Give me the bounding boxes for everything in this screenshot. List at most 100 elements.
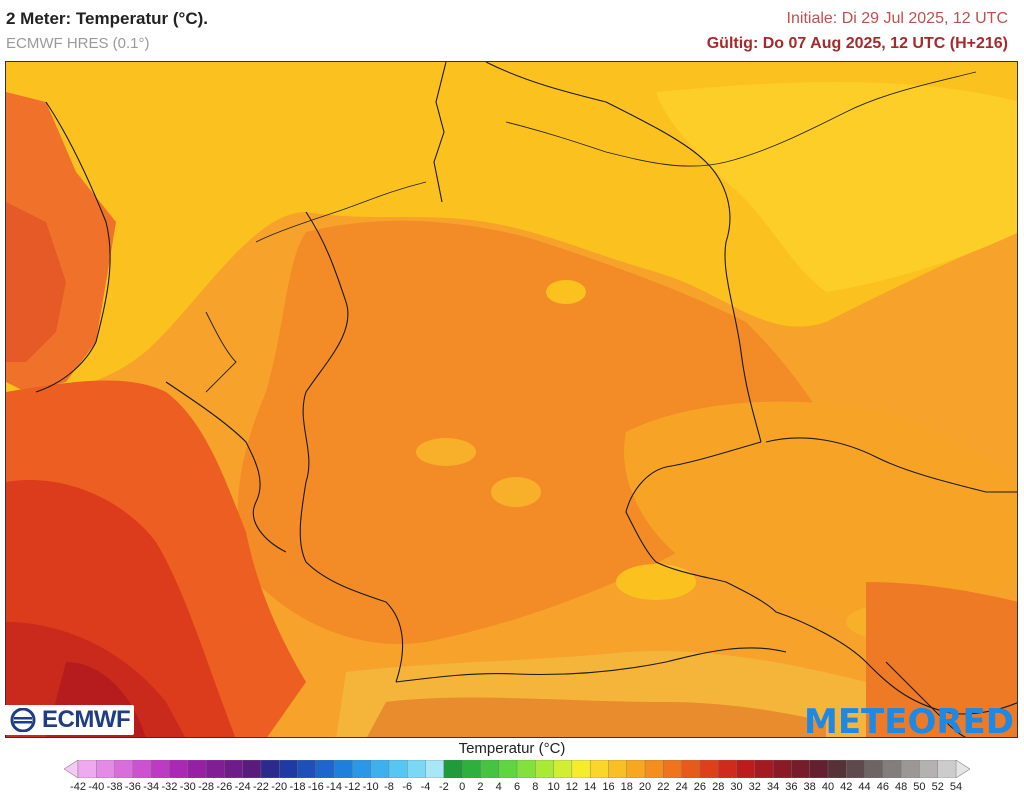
legend-tick-label: 24 [675, 781, 688, 793]
legend-tick-label: -26 [216, 781, 233, 793]
legend-tick-label: 10 [547, 781, 560, 793]
scale-swatch [279, 760, 298, 778]
scale-swatch [663, 760, 683, 778]
scale-arrow-right [955, 760, 970, 778]
legend-tick-label: -42 [70, 781, 86, 793]
scale-swatch [150, 760, 170, 778]
scale-swatch [498, 760, 518, 778]
scale-swatch [699, 760, 719, 778]
temperature-map[interactable] [5, 61, 1018, 738]
map-title: 2 Meter: Temperatur (°C). [6, 9, 209, 28]
legend-tick-label: 30 [730, 781, 743, 793]
scale-swatch [809, 760, 829, 778]
scale-swatch [187, 760, 207, 778]
scale-swatch [352, 760, 372, 778]
header-right: Initiale: Di 29 Jul 2025, 12 UTC Gültig:… [707, 8, 1008, 54]
scale-swatch [937, 760, 957, 778]
scale-swatch [772, 760, 792, 778]
scale-swatch [644, 760, 664, 778]
ecmwf-emblem-icon [10, 708, 36, 732]
scale-swatch [242, 760, 262, 778]
legend-tick-label: 22 [657, 781, 670, 793]
scale-swatch [754, 760, 774, 778]
scale-swatch [571, 760, 591, 778]
legend-tick-label: -2 [438, 781, 449, 793]
meteored-logo[interactable]: METEORED [803, 702, 1014, 742]
legend-tick-label: 52 [931, 781, 944, 793]
scale-swatch [900, 760, 920, 778]
header-left: 2 Meter: Temperatur (°C). ECMWF HRES (0.… [6, 8, 208, 54]
scale-swatch [114, 760, 134, 778]
legend-tick-label: -22 [252, 781, 269, 793]
legend-tick-label: -38 [106, 781, 123, 793]
legend-tick-label: -16 [307, 781, 324, 793]
legend-tick-label: 36 [785, 781, 798, 793]
scale-swatch [626, 760, 646, 778]
scale-arrow-left [64, 760, 79, 778]
legend-tick-label: 6 [513, 781, 521, 793]
scale-swatch [718, 760, 737, 778]
scale-swatch [681, 760, 701, 778]
init-time: Initiale: Di 29 Jul 2025, 12 UTC [786, 10, 1008, 27]
legend-tick-label: 42 [840, 781, 853, 793]
legend-tick-label: -4 [420, 781, 431, 793]
legend-tick-label: 28 [712, 781, 725, 793]
scale-swatch [919, 760, 939, 778]
legend-tick-label: 0 [459, 781, 466, 793]
legend-tick-label: 16 [602, 781, 615, 793]
legend-tick-label: 40 [821, 781, 835, 793]
ecmwf-logo: ECMWF [4, 705, 135, 735]
legend-tick-label: 48 [895, 781, 908, 793]
scale-swatch [864, 760, 884, 778]
legend-tick-label: -32 [161, 781, 178, 793]
scale-swatch [370, 760, 390, 778]
scale-swatch [827, 760, 847, 778]
scale-swatch [132, 760, 152, 778]
scale-swatch [77, 760, 97, 778]
legend-tick-label: 14 [584, 781, 597, 793]
legend-tick-label: 8 [532, 781, 539, 793]
legend-tick-label: 26 [693, 781, 707, 793]
legend-tick-label: 32 [748, 781, 761, 793]
color-scale [64, 760, 970, 778]
legend-tick-label: -10 [362, 781, 379, 793]
scale-swatch [96, 760, 116, 778]
model-label: ECMWF HRES (0.1°) [6, 35, 150, 52]
legend-tick-label: -36 [124, 781, 141, 793]
legend-tick-label: -28 [198, 781, 214, 793]
valid-time: Gültig: Do 07 Aug 2025, 12 UTC (H+216) [706, 35, 1008, 52]
scale-swatch [736, 760, 756, 778]
legend-tick-label: 54 [949, 781, 963, 793]
legend-tick-label: 12 [565, 781, 578, 793]
legend-title: Temperatur (°C) [458, 740, 566, 757]
legend-ticks: -42 -40 -38 -36 -34 -32 -30 -28 -26 -24 -22 -20 -18-… [0, 781, 1024, 797]
scale-swatch [461, 760, 481, 778]
legend-tick-label: 20 [638, 781, 652, 793]
legend-tick-label: 4 [495, 781, 502, 793]
ecmwf-logo-text: ECMWF [42, 706, 131, 733]
scale-swatch [846, 760, 866, 778]
legend-tick-label: 46 [876, 781, 889, 793]
legend-tick-label: -18 [289, 781, 306, 793]
scale-swatch [407, 760, 427, 778]
scale-swatch [425, 760, 445, 778]
scale-swatch [297, 760, 317, 778]
scale-swatch [260, 760, 280, 778]
legend-tick-label: -14 [326, 781, 343, 793]
scale-swatch [589, 760, 609, 778]
legend-tick-label: 44 [858, 781, 871, 793]
scale-swatch [443, 760, 463, 778]
scale-swatch [315, 760, 335, 778]
legend-tick-label: -34 [143, 781, 160, 793]
scale-swatch [205, 760, 225, 778]
legend-tick-label: 2 [477, 781, 484, 793]
scale-swatch [480, 760, 500, 778]
scale-swatch [388, 760, 408, 778]
legend-tick-label: 18 [620, 781, 633, 793]
scale-swatch [224, 760, 244, 778]
scale-swatch [553, 760, 573, 778]
legend-tick-label: -40 [88, 781, 105, 793]
legend-tick-label: -12 [344, 781, 361, 793]
map-canvas [6, 62, 1017, 737]
legend-tick-label: 34 [766, 781, 780, 793]
